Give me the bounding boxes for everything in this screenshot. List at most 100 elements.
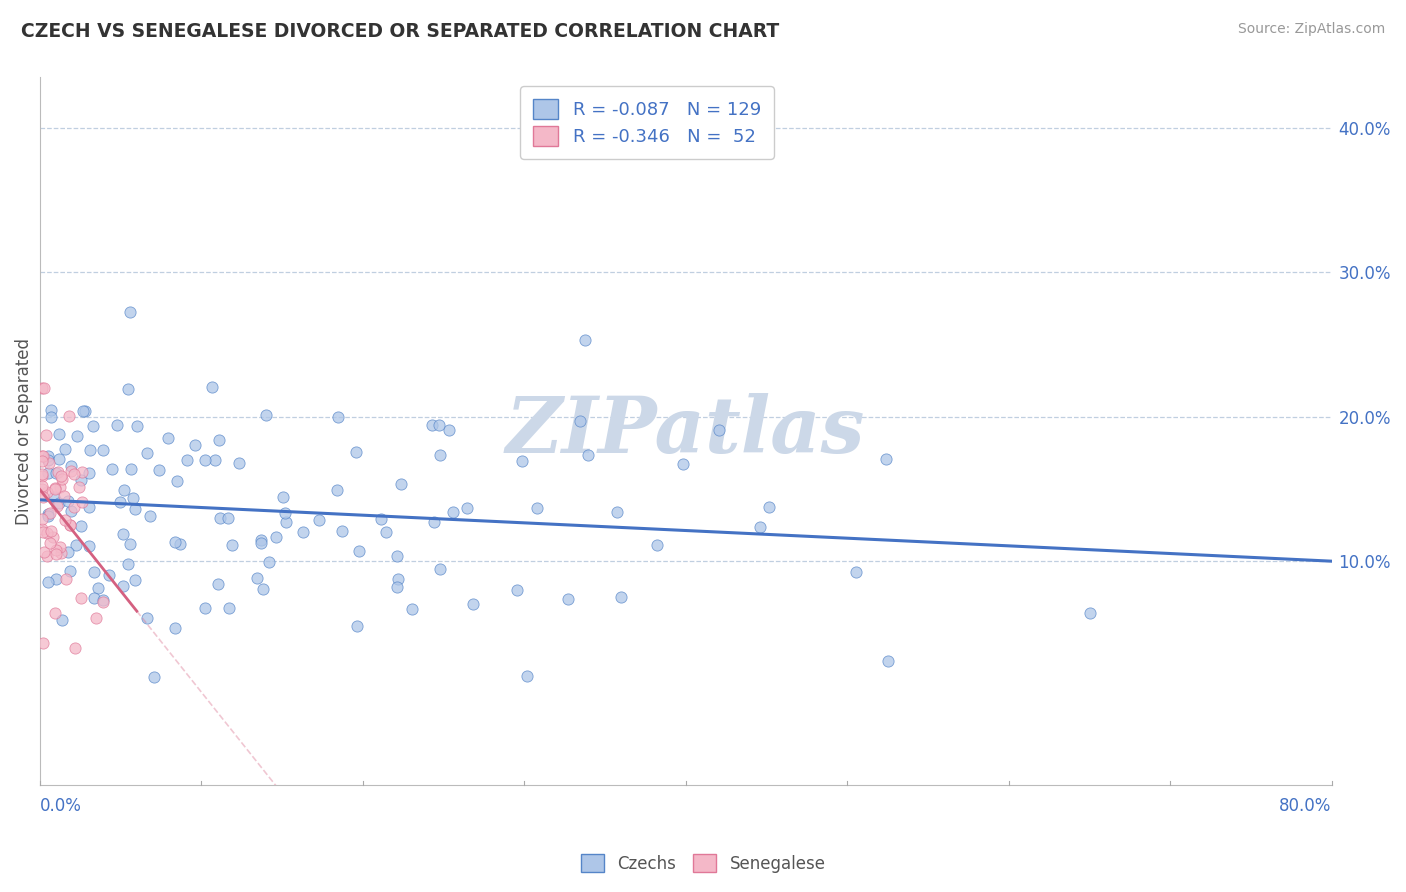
Point [31,482,53,496]
Point [65,538,87,552]
Point [246,571,269,585]
Point [292,525,315,540]
Point [136,610,159,624]
Point [58,409,80,424]
Text: Source: ZipAtlas.com: Source: ZipAtlas.com [1237,22,1385,37]
Point [569,414,592,428]
Point [344,445,367,459]
Point [121,491,143,506]
Point [120,305,142,319]
Point [39,409,62,424]
Point [32,524,55,539]
Point [59,518,82,533]
Point [44,606,66,620]
Point [35,428,58,442]
Point [66,429,89,443]
Point [437,423,460,437]
Point [45,543,67,558]
Point [387,580,409,594]
Point [41,524,63,539]
Point [127,418,149,433]
Text: 80.0%: 80.0% [1279,797,1331,815]
Point [117,558,139,572]
Point [56,493,79,508]
Point [217,510,239,524]
Point [82,419,104,434]
Point [326,483,349,497]
Point [252,582,274,596]
Point [176,453,198,467]
Text: 0.0%: 0.0% [39,797,82,815]
Point [44,491,66,505]
Point [875,451,897,466]
Point [441,505,464,519]
Point [41,403,63,417]
Point [32,636,55,650]
Y-axis label: Divorced or Separated: Divorced or Separated [15,338,32,524]
Point [709,424,731,438]
Point [221,538,243,552]
Point [83,591,105,606]
Point [375,524,398,539]
Point [274,515,297,529]
Point [332,524,354,539]
Point [31,490,53,504]
Point [32,449,55,463]
Point [42,530,65,544]
Point [249,536,271,550]
Point [139,509,162,524]
Text: ZIPatlas: ZIPatlas [506,393,866,470]
Point [48,480,70,494]
Point [35,549,58,564]
Point [456,500,478,515]
Point [574,333,596,347]
Point [423,515,446,529]
Point [45,467,67,481]
Point [427,418,450,433]
Point [166,474,188,488]
Point [208,434,231,448]
Point [228,457,250,471]
Point [346,619,368,633]
Point [422,418,444,433]
Point [387,572,409,586]
Point [72,495,94,509]
Point [218,601,240,615]
Point [59,564,82,578]
Point [32,545,55,559]
Point [194,452,217,467]
Point [510,454,533,468]
Point [461,598,484,612]
Point [370,511,392,525]
Point [749,520,772,534]
Point [117,382,139,396]
Point [53,442,76,456]
Point [516,669,538,683]
Point [60,458,83,473]
Point [606,505,628,519]
Point [257,555,280,569]
Point [31,479,53,493]
Point [37,508,59,522]
Point [31,381,53,395]
Point [105,417,128,432]
Point [326,409,349,424]
Point [63,467,86,482]
Point [31,467,53,482]
Point [49,540,72,554]
Point [207,576,229,591]
Point [271,490,294,504]
Point [31,454,53,468]
Legend: R = -0.087   N = 129, R = -0.346   N =  52: R = -0.087 N = 129, R = -0.346 N = 52 [520,87,773,159]
Point [120,537,142,551]
Point [91,595,114,609]
Point [70,474,93,488]
Point [37,453,59,467]
Point [672,457,695,471]
Point [67,480,90,494]
Point [204,453,226,467]
Point [1078,606,1101,620]
Point [169,537,191,551]
Legend: Czechs, Senegalese: Czechs, Senegalese [574,847,832,880]
Point [59,517,82,532]
